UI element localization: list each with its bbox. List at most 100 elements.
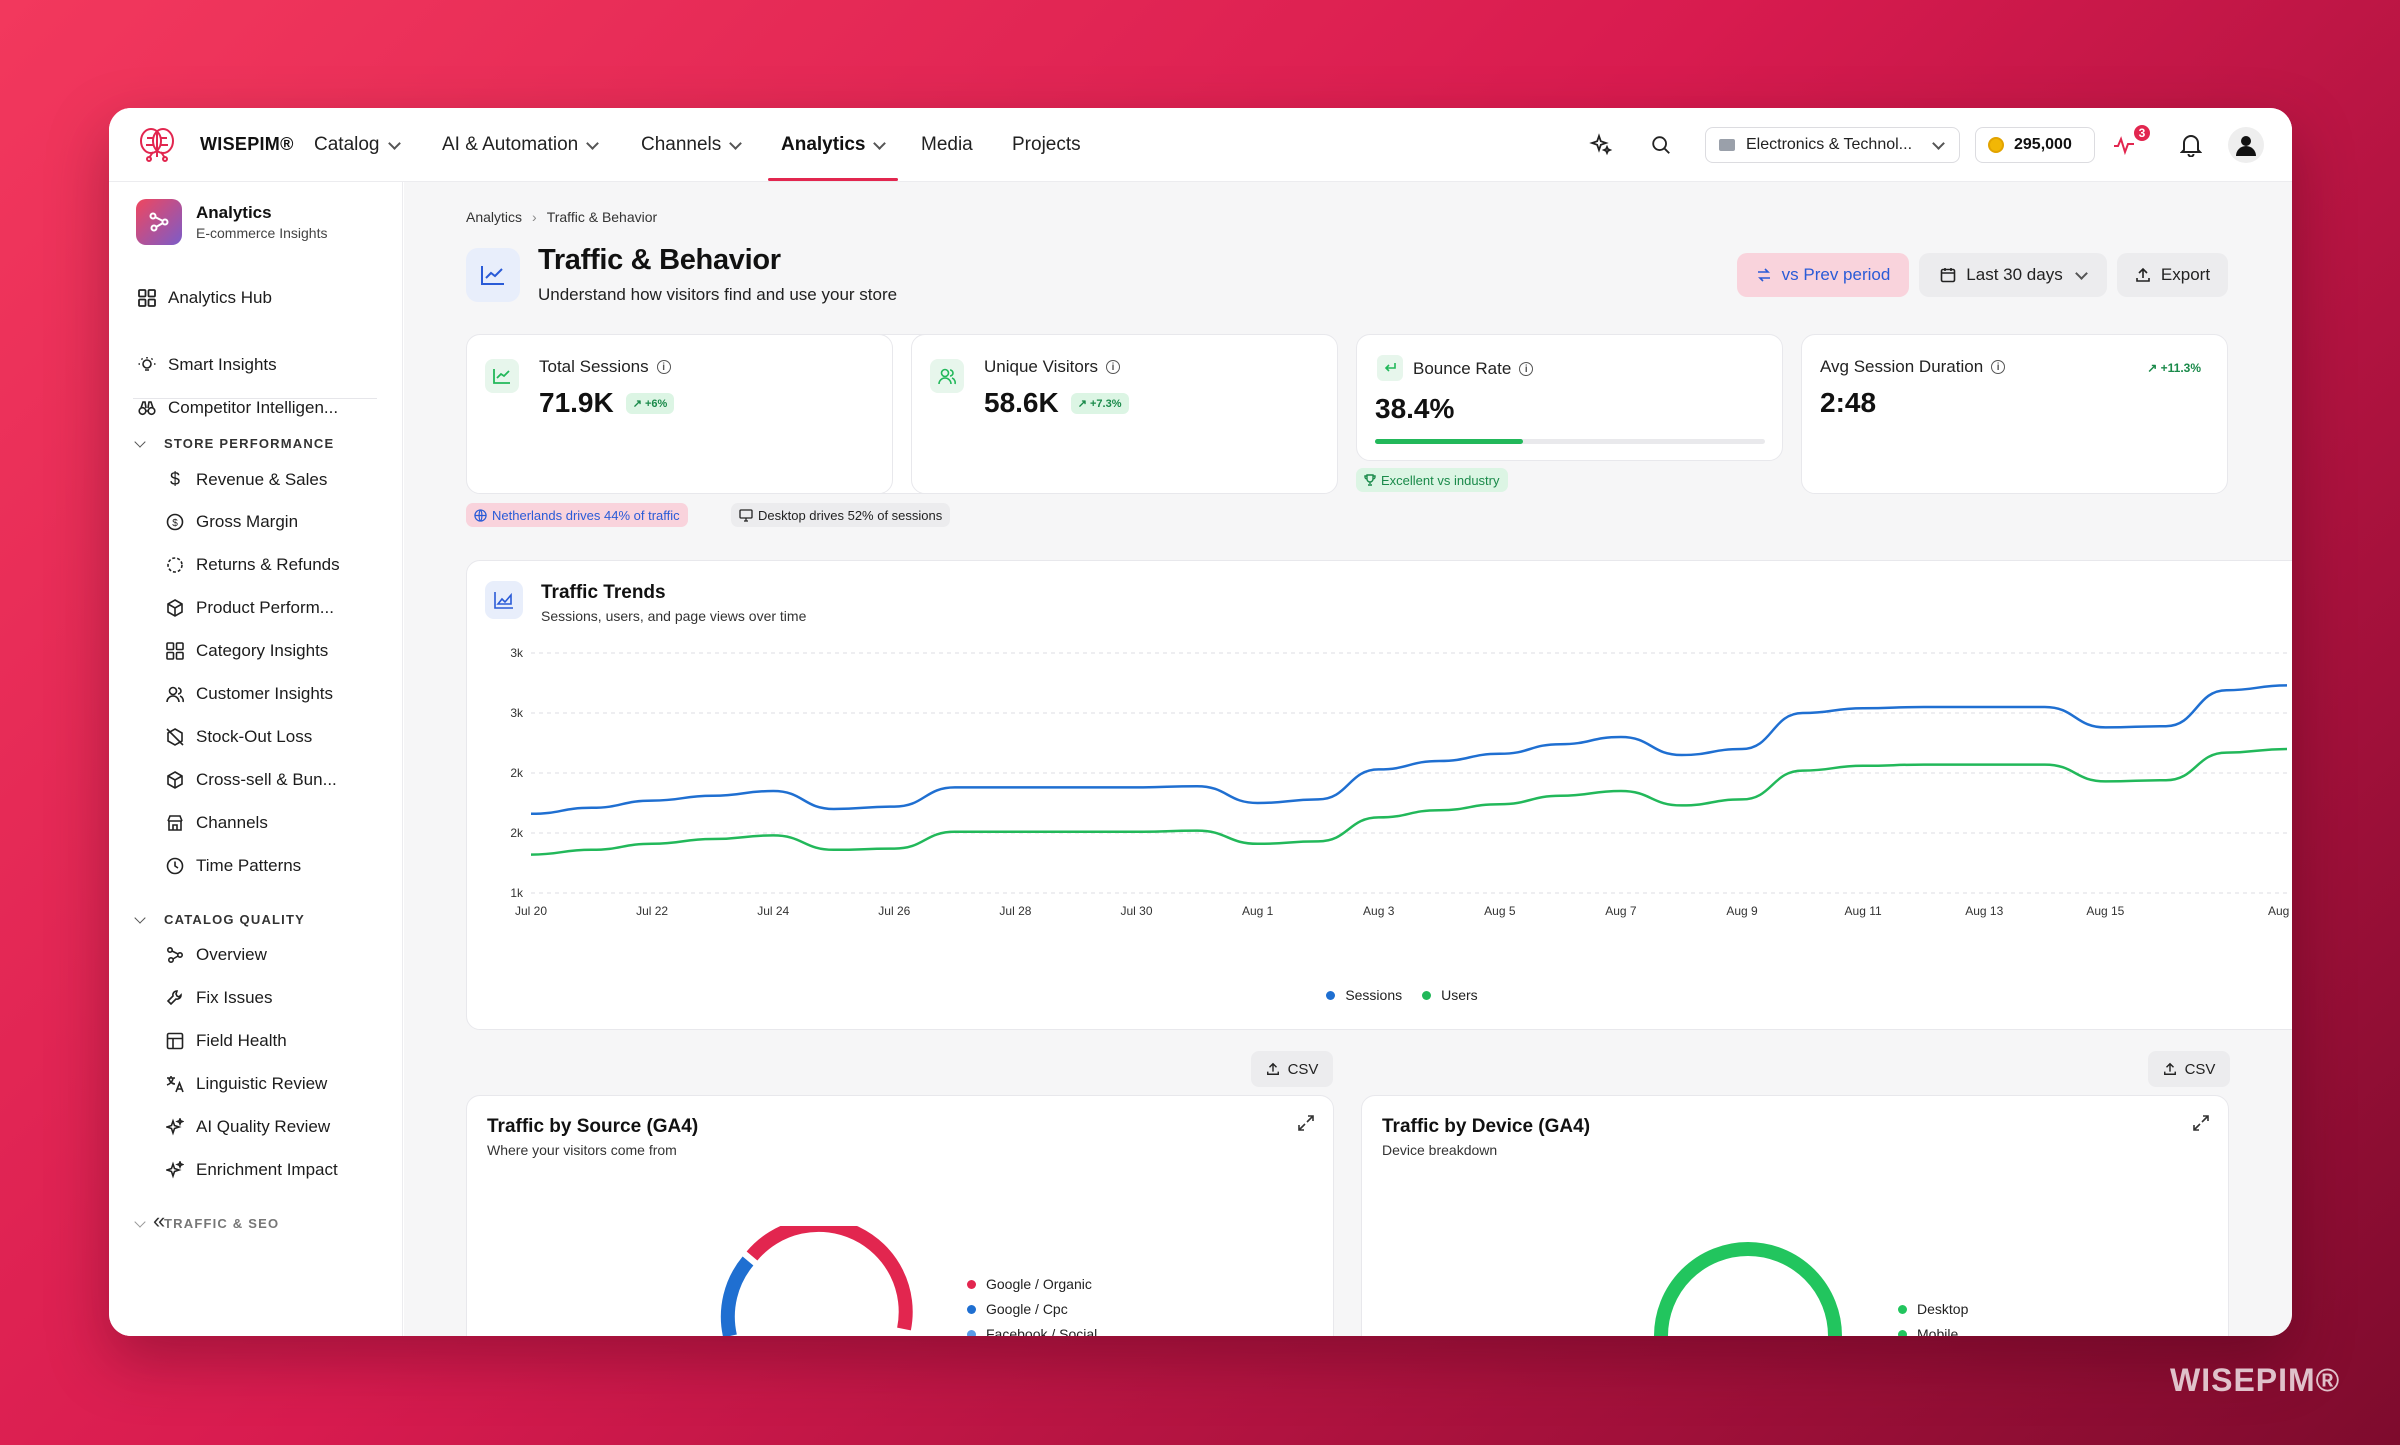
sidebar-item-enrichment-impact[interactable]: Enrichment Impact — [166, 1160, 338, 1180]
activity-pulse-icon[interactable] — [2109, 130, 2139, 160]
donut-slice-google-organic[interactable] — [746, 1226, 913, 1331]
csv-download-button[interactable]: CSV — [2148, 1051, 2230, 1087]
kpi-label: Total Sessions i — [539, 357, 671, 377]
sidebar-item-stock-out-loss[interactable]: Stock-Out Loss — [166, 727, 312, 747]
expand-icon[interactable] — [1297, 1114, 1315, 1132]
kpi-bounce-rate-card: Bounce Rate i 38.4% — [1356, 334, 1783, 461]
section-title: TRAFFIC & SEO — [164, 1216, 280, 1231]
credits-balance[interactable]: 295,000 — [1975, 127, 2095, 163]
coin-dollar-icon: $ — [166, 513, 184, 531]
breadcrumb-analytics[interactable]: Analytics — [466, 209, 523, 225]
legend-label: Google / Cpc — [986, 1301, 1068, 1317]
sidebar-item-channels[interactable]: Channels — [166, 813, 268, 833]
kpi-label: Avg Session Duration i — [1820, 357, 2006, 377]
legend-item: Google / Organic — [967, 1276, 1092, 1292]
sidebar-item-gross-margin[interactable]: $ Gross Margin — [166, 512, 298, 532]
date-range-select[interactable]: Last 30 days — [1919, 253, 2107, 297]
legend-label: Desktop — [1917, 1301, 1969, 1317]
chart-legend: Sessions Users — [467, 987, 2292, 1003]
sidebar-item-label: Competitor Intelligen... — [168, 398, 339, 417]
y-tick-label: 2k — [510, 826, 524, 840]
card-title: Traffic Trends — [541, 582, 666, 603]
info-icon[interactable]: i — [1106, 360, 1121, 374]
sidebar-item-cross-sell[interactable]: Cross-sell & Bun... — [166, 770, 337, 790]
kpi-label: Bounce Rate i — [1413, 359, 1534, 379]
donut-slice-google-cpc[interactable] — [720, 1256, 754, 1336]
section-traffic-seo[interactable]: TRAFFIC & SEO — [134, 1215, 280, 1231]
brain-logo-icon[interactable] — [137, 124, 177, 164]
sidebar-item-ai-quality-review[interactable]: AI Quality Review — [166, 1117, 330, 1137]
expand-icon[interactable] — [2192, 1114, 2210, 1132]
kpi-label-text: Bounce Rate — [1413, 359, 1512, 378]
page-subtitle: Understand how visitors find and use you… — [538, 285, 898, 304]
nav-catalog[interactable]: Catalog — [314, 134, 401, 156]
legend-item-users[interactable]: Users — [1422, 987, 1478, 1003]
package-off-icon — [166, 728, 184, 746]
sidebar-item-revenue-sales[interactable]: $ Revenue & Sales — [166, 469, 327, 490]
sidebar-item-field-health[interactable]: Field Health — [166, 1031, 287, 1051]
sidebar-item-category-insights[interactable]: Category Insights — [166, 641, 328, 661]
sidebar-item-competitor-intelligence[interactable]: Competitor Intelligen... — [138, 398, 338, 418]
sidebar-item-customer-insights[interactable]: Customer Insights — [166, 684, 333, 704]
nav-analytics[interactable]: Analytics — [781, 134, 887, 156]
nodes-icon — [166, 946, 184, 964]
section-store-performance[interactable]: STORE PERFORMANCE — [134, 435, 334, 451]
kpi-total-sessions-card: Total Sessions i 71.9K ↗ +6% — [466, 334, 893, 494]
return-arrow-icon — [1377, 355, 1403, 381]
insight-tag-device[interactable]: Desktop drives 52% of sessions — [731, 503, 951, 527]
series-line-sessions[interactable] — [530, 684, 2288, 816]
store-selector[interactable]: Electronics & Technol... — [1705, 127, 1960, 163]
chevron-down-icon — [729, 136, 743, 150]
traffic-trends-card: Traffic Trends Sessions, users, and page… — [466, 560, 2292, 1030]
x-tick-label: Aug 13 — [1965, 904, 2003, 918]
csv-download-button[interactable]: CSV — [1251, 1051, 1333, 1087]
sidebar-item-label: Cross-sell & Bun... — [196, 770, 337, 789]
legend-label: Mobile — [1917, 1326, 1959, 1336]
nav-ai-automation[interactable]: AI & Automation — [442, 134, 600, 156]
insight-tag-country[interactable]: Netherlands drives 44% of traffic — [466, 503, 688, 527]
card-subtitle: Sessions, users, and page views over tim… — [541, 608, 807, 624]
info-icon[interactable]: i — [1519, 362, 1534, 376]
breadcrumb: Analytics › Traffic & Behavior — [466, 209, 657, 225]
sidebar: Analytics E-commerce Insights Analytics … — [109, 182, 403, 1336]
nav-channels[interactable]: Channels — [641, 134, 743, 156]
source-donut-chart — [720, 1226, 913, 1336]
sidebar-item-analytics-hub[interactable]: Analytics Hub — [138, 288, 272, 308]
kpi-change-text: +6% — [645, 397, 668, 410]
line-chart-icon — [466, 248, 520, 302]
export-button[interactable]: Export — [2117, 253, 2228, 297]
nav-projects[interactable]: Projects — [1012, 134, 1081, 156]
info-icon[interactable]: i — [656, 360, 671, 374]
bell-icon[interactable] — [2176, 130, 2206, 160]
nav-media[interactable]: Media — [921, 134, 973, 156]
grid-icon — [166, 642, 184, 660]
box-icon — [167, 771, 183, 789]
chevron-down-icon — [134, 435, 146, 448]
sidebar-item-returns-refunds[interactable]: Returns & Refunds — [166, 555, 340, 575]
section-catalog-quality[interactable]: CATALOG QUALITY — [134, 911, 305, 927]
compare-prev-period-button[interactable]: vs Prev period — [1737, 253, 1909, 297]
ai-sparkle-icon[interactable] — [1586, 130, 1616, 160]
search-icon[interactable] — [1646, 130, 1676, 160]
legend-dot — [967, 1329, 976, 1336]
nav-label: Channels — [641, 134, 722, 155]
info-icon[interactable]: i — [1991, 360, 2006, 374]
legend-item-sessions[interactable]: Sessions — [1326, 987, 1402, 1003]
sidebar-item-smart-insights[interactable]: Smart Insights — [138, 355, 277, 375]
kpi-unique-visitors-card: Unique Visitors i 58.6K ↗ +7.3% — [911, 334, 1338, 494]
sidebar-item-linguistic-review[interactable]: Linguistic Review — [166, 1074, 327, 1094]
users-icon — [166, 686, 184, 703]
sidebar-item-overview[interactable]: Overview — [166, 945, 267, 965]
user-avatar[interactable] — [2228, 127, 2264, 163]
kpi-value: 58.6K ↗ +7.3% — [984, 387, 1129, 419]
legend-dot — [1326, 990, 1336, 1000]
sidebar-item-label: Customer Insights — [196, 684, 333, 703]
legend-dot — [1898, 1304, 1907, 1314]
x-tick-label: Jul 28 — [999, 904, 1031, 918]
sidebar-item-product-performance[interactable]: Product Perform... — [166, 598, 334, 618]
sidebar-item-time-patterns[interactable]: Time Patterns — [166, 856, 301, 876]
series-line-users[interactable] — [530, 747, 2288, 856]
donut-slice-desktop[interactable] — [1654, 1242, 1842, 1336]
sidebar-item-fix-issues[interactable]: Fix Issues — [166, 988, 273, 1008]
collapse-sidebar-button[interactable]: « — [153, 1208, 166, 1233]
